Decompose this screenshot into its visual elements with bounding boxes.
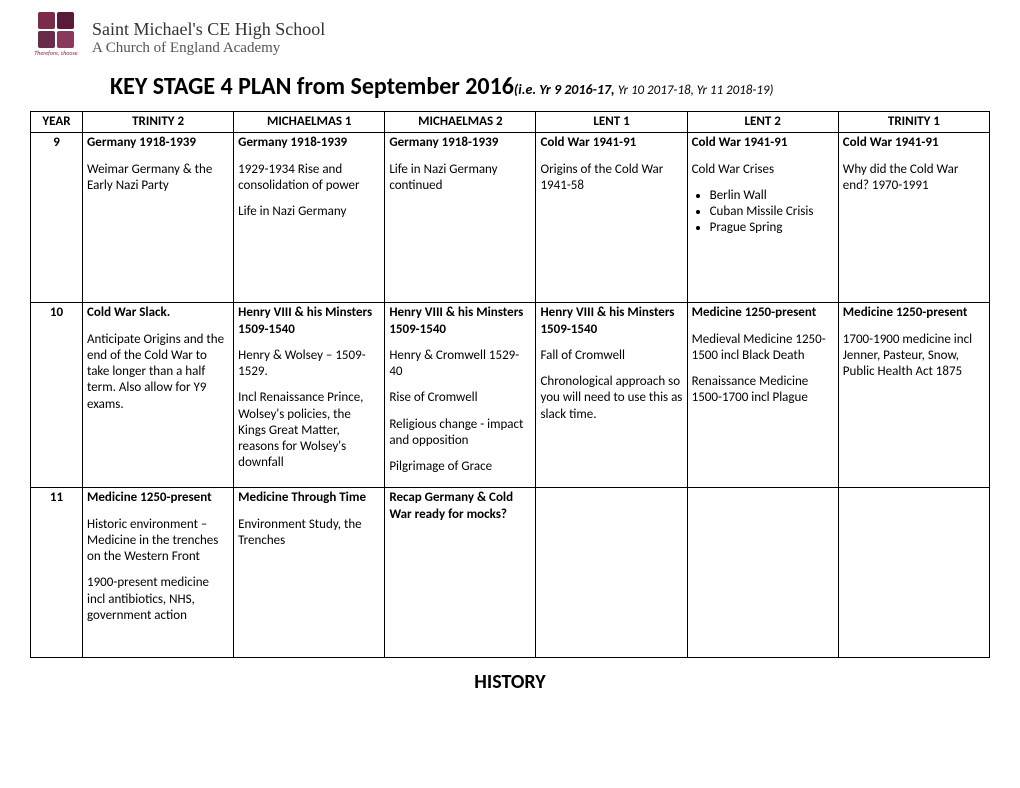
bullet-list: Berlin WallCuban Missile CrisisPrague Sp… bbox=[710, 188, 834, 237]
col-header: YEAR bbox=[31, 112, 83, 133]
col-header: TRINITY 1 bbox=[838, 112, 989, 133]
curriculum-cell bbox=[838, 488, 989, 658]
footer-subject: HISTORY bbox=[30, 670, 990, 694]
bullet-item: Prague Spring bbox=[710, 220, 834, 236]
curriculum-cell: Germany 1918-1939 1929-1934 Rise and cons… bbox=[234, 133, 385, 303]
logo-tagline: Therefore, choose bbox=[34, 50, 77, 56]
curriculum-cell: Cold War 1941-91 Origins of the Cold War … bbox=[536, 133, 687, 303]
curriculum-cell: Henry VIII & his Minsters 1509-1540 Fall … bbox=[536, 303, 687, 488]
year-cell: 11 bbox=[31, 488, 83, 658]
curriculum-cell: Henry VIII & his Minsters 1509-1540 Henry… bbox=[234, 303, 385, 488]
bullet-item: Cuban Missile Crisis bbox=[710, 204, 834, 220]
school-name-line2: A Church of England Academy bbox=[92, 40, 325, 57]
table-row: 11Medicine 1250-present Historic environm… bbox=[31, 488, 990, 658]
curriculum-cell: Germany 1918-1939 Life in Nazi Germany co… bbox=[385, 133, 536, 303]
topic-body: Henry & Wolsey – 1509-1529. bbox=[238, 348, 380, 381]
school-logo: Therefore, choose bbox=[30, 12, 82, 64]
topic-body: Renaissance Medicine 1500-1700 incl Plag… bbox=[692, 374, 834, 407]
curriculum-table: YEAR TRINITY 2 MICHAELMAS 1 MICHAELMAS 2… bbox=[30, 111, 990, 658]
topic-body: Pilgrimage of Grace bbox=[389, 459, 531, 475]
topic-title: Medicine 1250-present bbox=[87, 490, 229, 506]
curriculum-cell bbox=[536, 488, 687, 658]
topic-body: 1700-1900 medicine incl Jenner, Pasteur,… bbox=[843, 332, 985, 381]
topic-body: 1929-1934 Rise and consolidation of powe… bbox=[238, 162, 380, 195]
col-header: TRINITY 2 bbox=[83, 112, 234, 133]
topic-title: Germany 1918-1939 bbox=[389, 135, 531, 151]
topic-body: Religious change - impact and opposition bbox=[389, 417, 531, 450]
topic-body: Henry & Cromwell 1529-40 bbox=[389, 348, 531, 381]
topic-title: Henry VIII & his Minsters 1509-1540 bbox=[389, 305, 531, 338]
table-row: 9Germany 1918-1939Weimar Germany & the E… bbox=[31, 133, 990, 303]
topic-title: Medicine 1250-present bbox=[692, 305, 834, 321]
topic-body: Incl Renaissance Prince, Wolsey's polici… bbox=[238, 390, 380, 471]
topic-body: Life in Nazi Germany continued bbox=[389, 162, 531, 195]
topic-title: Cold War Slack. bbox=[87, 305, 229, 321]
curriculum-cell: Cold War Slack. Anticipate Origins and th… bbox=[83, 303, 234, 488]
curriculum-cell bbox=[687, 488, 838, 658]
topic-body: Cold War Crises bbox=[692, 162, 834, 178]
topic-body: Medieval Medicine 1250-1500 incl Black D… bbox=[692, 332, 834, 365]
curriculum-cell: Medicine Through Time Environment Study, … bbox=[234, 488, 385, 658]
title-sub1: (i.e. Yr 9 2016-17, bbox=[514, 81, 618, 98]
curriculum-cell: Germany 1918-1939 Weimar Germany & the Ea… bbox=[83, 133, 234, 303]
col-header: LENT 1 bbox=[536, 112, 687, 133]
page-title: KEY STAGE 4 PLAN from September 2016(i.e… bbox=[110, 72, 990, 101]
curriculum-cell: Cold War 1941-91 Cold War Crises Berlin Wa… bbox=[687, 133, 838, 303]
curriculum-cell: Medicine 1250-present Medieval Medicine 1… bbox=[687, 303, 838, 488]
topic-body: Anticipate Origins and the end of the Co… bbox=[87, 332, 229, 413]
title-sub2: Yr 10 2017-18, Yr 11 2018-19) bbox=[618, 83, 774, 98]
col-header: MICHAELMAS 1 bbox=[234, 112, 385, 133]
topic-body: Origins of the Cold War 1941-58 bbox=[540, 162, 682, 195]
topic-title: Henry VIII & his Minsters 1509-1540 bbox=[540, 305, 682, 338]
table-body: 9Germany 1918-1939Weimar Germany & the E… bbox=[31, 133, 990, 658]
topic-body: Life in Nazi Germany bbox=[238, 204, 380, 220]
topic-body: Why did the Cold War end? 1970-1991 bbox=[843, 162, 985, 195]
topic-title: Henry VIII & his Minsters 1509-1540 bbox=[238, 305, 380, 338]
topic-title: Medicine Through Time bbox=[238, 490, 380, 506]
topic-body: Chronological approach so you will need … bbox=[540, 374, 682, 423]
school-header: Therefore, choose Saint Michael's CE Hig… bbox=[30, 12, 990, 64]
col-header: MICHAELMAS 2 bbox=[385, 112, 536, 133]
bullet-item: Berlin Wall bbox=[710, 188, 834, 204]
year-cell: 9 bbox=[31, 133, 83, 303]
curriculum-cell: Recap Germany & Cold War ready for mocks… bbox=[385, 488, 536, 658]
topic-body: Rise of Cromwell bbox=[389, 390, 531, 406]
topic-title: Recap Germany & Cold War ready for mocks… bbox=[389, 490, 531, 523]
topic-title: Cold War 1941-91 bbox=[692, 135, 834, 151]
col-header: LENT 2 bbox=[687, 112, 838, 133]
year-cell: 10 bbox=[31, 303, 83, 488]
topic-body: Environment Study, the Trenches bbox=[238, 517, 380, 550]
table-header-row: YEAR TRINITY 2 MICHAELMAS 1 MICHAELMAS 2… bbox=[31, 112, 990, 133]
curriculum-cell: Cold War 1941-91 Why did the Cold War end… bbox=[838, 133, 989, 303]
topic-body: Fall of Cromwell bbox=[540, 348, 682, 364]
topic-title: Germany 1918-1939 bbox=[87, 135, 229, 151]
school-name-line1: Saint Michael's CE High School bbox=[92, 20, 325, 40]
topic-title: Germany 1918-1939 bbox=[238, 135, 380, 151]
topic-body: Weimar Germany & the Early Nazi Party bbox=[87, 162, 229, 195]
table-row: 10Cold War Slack. Anticipate Origins and … bbox=[31, 303, 990, 488]
topic-title: Cold War 1941-91 bbox=[843, 135, 985, 151]
title-main: KEY STAGE 4 PLAN from September 2016 bbox=[110, 72, 514, 101]
curriculum-cell: Henry VIII & his Minsters 1509-1540 Henry… bbox=[385, 303, 536, 488]
topic-title: Medicine 1250-present bbox=[843, 305, 985, 321]
school-name: Saint Michael's CE High School A Church … bbox=[92, 20, 325, 56]
curriculum-cell: Medicine 1250-present Historic environmen… bbox=[83, 488, 234, 658]
topic-title: Cold War 1941-91 bbox=[540, 135, 682, 151]
curriculum-cell: Medicine 1250-present 1700-1900 medicine … bbox=[838, 303, 989, 488]
topic-body: Historic environment – Medicine in the t… bbox=[87, 517, 229, 566]
topic-body: 1900-present medicine incl antibiotics, … bbox=[87, 575, 229, 624]
